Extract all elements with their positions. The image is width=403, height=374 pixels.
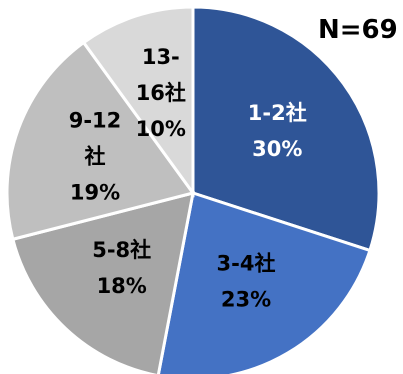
pie-slice-5-percent: 10% (136, 117, 186, 141)
pie-slice-3-label: 5-8社 (92, 238, 151, 262)
pie-slice-1-label: 1-2社 (248, 101, 307, 125)
pie-labels: 1-2社 30% 3-4社 23% 5-8社 18% 9-12 社 19% 13- 16社 10% (69, 45, 307, 312)
pie-slice-4-label: 社 (83, 145, 105, 169)
pie-slice-3 (11, 190, 195, 374)
pie-slice-2 (156, 191, 372, 374)
pie-slice-4-percent: 19% (70, 181, 120, 205)
pie-slice-5-label: 13- (142, 45, 180, 69)
pie-slice-2-percent: 23% (221, 288, 271, 312)
pie-slice-4 (5, 40, 196, 242)
pie-slices (5, 5, 381, 374)
pie-slice-5-label: 16社 (136, 81, 186, 105)
pie-slice-4-label: 9-12 (69, 109, 122, 133)
pie-slice-5 (81, 5, 195, 198)
pie-slice-1 (191, 5, 381, 253)
pie-slice-3-percent: 18% (97, 274, 147, 298)
pie-slice-2-label: 3-4社 (217, 252, 276, 276)
sample-size-label: N=69 (318, 15, 398, 45)
pie-slice-1-percent: 30% (252, 137, 302, 161)
